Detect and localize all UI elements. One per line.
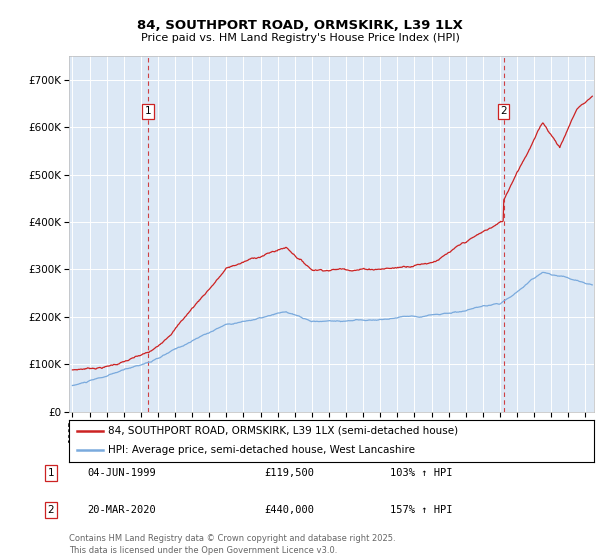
- Text: £119,500: £119,500: [264, 468, 314, 478]
- Text: Price paid vs. HM Land Registry's House Price Index (HPI): Price paid vs. HM Land Registry's House …: [140, 33, 460, 43]
- Text: 2: 2: [500, 106, 507, 116]
- Text: 157% ↑ HPI: 157% ↑ HPI: [390, 505, 452, 515]
- Text: 103% ↑ HPI: 103% ↑ HPI: [390, 468, 452, 478]
- Text: 04-JUN-1999: 04-JUN-1999: [87, 468, 156, 478]
- Text: 1: 1: [47, 468, 55, 478]
- Text: Contains HM Land Registry data © Crown copyright and database right 2025.
This d: Contains HM Land Registry data © Crown c…: [69, 534, 395, 555]
- Text: 20-MAR-2020: 20-MAR-2020: [87, 505, 156, 515]
- Text: £440,000: £440,000: [264, 505, 314, 515]
- Text: HPI: Average price, semi-detached house, West Lancashire: HPI: Average price, semi-detached house,…: [109, 445, 415, 455]
- Text: 84, SOUTHPORT ROAD, ORMSKIRK, L39 1LX (semi-detached house): 84, SOUTHPORT ROAD, ORMSKIRK, L39 1LX (s…: [109, 426, 458, 436]
- Text: 2: 2: [47, 505, 55, 515]
- Text: 1: 1: [145, 106, 151, 116]
- Text: 84, SOUTHPORT ROAD, ORMSKIRK, L39 1LX: 84, SOUTHPORT ROAD, ORMSKIRK, L39 1LX: [137, 18, 463, 32]
